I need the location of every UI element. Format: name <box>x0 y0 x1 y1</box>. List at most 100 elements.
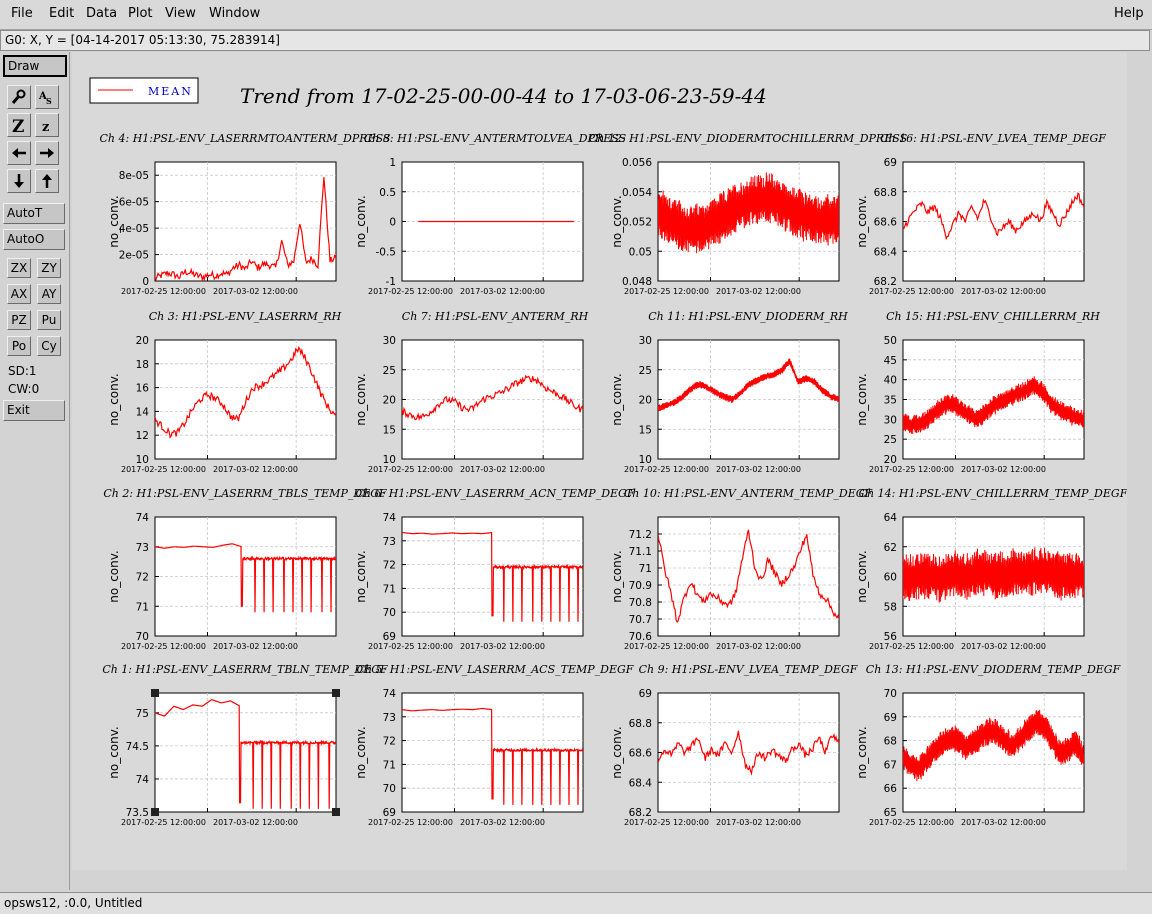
series-trace <box>903 376 1084 434</box>
chart-title: Ch 10: H1:PSL-ENV_ANTERM_TEMP_DEGF <box>624 487 873 500</box>
y-axis-label: no_conv. <box>855 195 869 247</box>
y-tick-label: -0.5 <box>376 246 397 258</box>
menu-view[interactable]: View <box>165 6 196 21</box>
legend-label: MEAN <box>148 85 193 98</box>
series-trace <box>658 172 839 254</box>
po-button[interactable]: Po <box>7 336 31 356</box>
chart-title: Ch 3: H1:PSL-ENV_LASERRM_RH <box>149 310 342 323</box>
ax-button[interactable]: AX <box>7 284 31 304</box>
draw-button[interactable]: Draw <box>3 55 67 77</box>
y-tick-label: 2e-05 <box>119 250 149 262</box>
y-tick-label: 35 <box>884 395 897 407</box>
series-line <box>903 547 1084 603</box>
chart-title: Ch 15: H1:PSL-ENV_CHILLERRM_RH <box>886 310 1100 323</box>
y-tick-label: 74 <box>136 512 150 524</box>
arrow-right-icon[interactable] <box>35 141 59 165</box>
exit-button[interactable]: Exit <box>3 400 65 421</box>
y-axis-label: no_conv. <box>855 726 869 778</box>
x-tick-label: 2017-03-02 12:00:00 <box>961 465 1046 474</box>
x-tick-label: 2017-03-02 12:00:00 <box>213 818 298 827</box>
x-tick-label: 2017-02-25 12:00:00 <box>121 642 206 651</box>
menu-file[interactable]: File <box>11 6 33 21</box>
menu-window[interactable]: Window <box>209 6 261 21</box>
cw-label: CW:0 <box>8 382 40 396</box>
y-tick-label: 25 <box>383 365 396 377</box>
y-axis-label: no_conv. <box>855 373 869 425</box>
series-trace <box>155 177 336 281</box>
y-axis: 69 70 71 72 73 74 2017-02-25 12:00:00 2017-03-0… <box>354 512 583 651</box>
y-tick-label: 15 <box>383 424 396 436</box>
y-tick-label: 14 <box>136 406 150 418</box>
y-tick-label: 70 <box>136 631 149 643</box>
y-tick-label: 12 <box>136 430 149 442</box>
pz-button[interactable]: PZ <box>7 310 31 330</box>
x-tick-label: 2017-02-25 12:00:00 <box>368 642 453 651</box>
y-axis-label: no_conv. <box>354 726 368 778</box>
pu-button[interactable]: Pu <box>37 310 61 330</box>
zy-button[interactable]: ZY <box>37 258 61 278</box>
y-axis-label: no_conv. <box>354 550 368 602</box>
zoom-out-icon[interactable]: z <box>35 113 59 137</box>
y-axis: 20 25 30 35 40 45 50 2017-02-25 12:00:00 2017-03… <box>855 335 1084 474</box>
x-tick-label: 2017-03-02 12:00:00 <box>460 287 545 296</box>
autoo-button[interactable]: AutoO <box>3 229 65 250</box>
y-tick-label: 0 <box>142 276 149 288</box>
chart-title: Ch 5: H1:PSL-ENV_LASERRM_ACS_TEMP_DEGF <box>357 663 634 676</box>
y-tick-label: 73 <box>383 712 396 724</box>
menu-edit[interactable]: Edit <box>49 6 75 21</box>
y-tick-label: 70 <box>884 688 897 700</box>
y-tick-label: 25 <box>639 365 652 377</box>
plot-area[interactable]: MEAN Trend from 17-02-25-00-00-44 to 17-… <box>72 52 1128 870</box>
y-axis-label: no_conv. <box>354 195 368 247</box>
series-line <box>402 374 583 422</box>
zoom-in-icon[interactable]: Z <box>7 113 31 137</box>
arrow-up-icon[interactable] <box>35 169 59 193</box>
menu-help[interactable]: Help <box>1114 6 1144 21</box>
x-tick-label: 2017-03-02 12:00:00 <box>213 465 298 474</box>
y-tick-label: 75 <box>136 708 149 720</box>
y-tick-label: 73.5 <box>126 807 149 819</box>
chart-16: Ch 13: H1:PSL-ENV_DIODERM_TEMP_DEGF65666… <box>855 663 1121 827</box>
y-tick-label: 73 <box>136 542 149 554</box>
y-axis: 0 2e-05 4e-05 6e-05 8e-05 2017-02-25 12:00:00… <box>107 162 336 296</box>
y-tick-label: 10 <box>383 454 396 466</box>
series-line <box>155 543 336 613</box>
y-axis-label: no_conv. <box>610 550 624 602</box>
plot-title: Trend from 17-02-25-00-00-44 to 17-03-06… <box>240 84 767 108</box>
series-line <box>155 346 336 439</box>
menu-data[interactable]: Data <box>86 6 118 21</box>
x-tick-label: 2017-02-25 12:00:00 <box>624 287 709 296</box>
ay-button[interactable]: AY <box>37 284 61 304</box>
arrow-left-icon[interactable] <box>7 141 31 165</box>
cy-button[interactable]: Cy <box>37 336 61 356</box>
y-tick-label: 20 <box>639 395 652 407</box>
svg-text:z: z <box>42 120 49 133</box>
series-line <box>658 730 839 776</box>
x-tick-label: 2017-02-25 12:00:00 <box>121 818 206 827</box>
chart-8: Ch 15: H1:PSL-ENV_CHILLERRM_RH 20 25 30 35 40… <box>855 310 1100 474</box>
plot-canvas[interactable]: MEAN Trend from 17-02-25-00-00-44 to 17-… <box>72 52 1128 870</box>
series-trace <box>903 709 1084 782</box>
selection-handle <box>151 689 159 697</box>
series-trace <box>155 699 336 809</box>
svg-text:A: A <box>38 91 47 102</box>
x-tick-label: 2017-03-02 12:00:00 <box>961 642 1046 651</box>
y-axis-label: no_conv. <box>107 550 121 602</box>
arrow-down-icon[interactable] <box>7 169 31 193</box>
y-tick-label: 68.8 <box>629 718 652 730</box>
x-tick-label: 2017-03-02 12:00:00 <box>716 642 801 651</box>
series-trace <box>402 374 583 422</box>
chart-14: Ch 5: H1:PSL-ENV_LASERRM_ACS_TEMP_DEGF 69… <box>354 663 634 827</box>
chart-12: Ch 14: H1:PSL-ENV_CHILLERRM_TEMP_DEGF 56 5… <box>855 487 1128 651</box>
y-axis-label: no_conv. <box>610 195 624 247</box>
y-tick-label: 70 <box>383 783 396 795</box>
chart-13: Ch 1: H1:PSL-ENV_LASERRM_TBLN_TEMP_DEGF 7… <box>102 663 388 827</box>
x-tick-label: 2017-03-02 12:00:00 <box>716 287 801 296</box>
autot-button[interactable]: AutoT <box>3 203 65 224</box>
y-tick-label: 6e-05 <box>119 197 149 209</box>
zx-button[interactable]: ZX <box>7 258 31 278</box>
menu-plot[interactable]: Plot <box>128 6 153 21</box>
magnify-icon[interactable] <box>7 85 31 109</box>
